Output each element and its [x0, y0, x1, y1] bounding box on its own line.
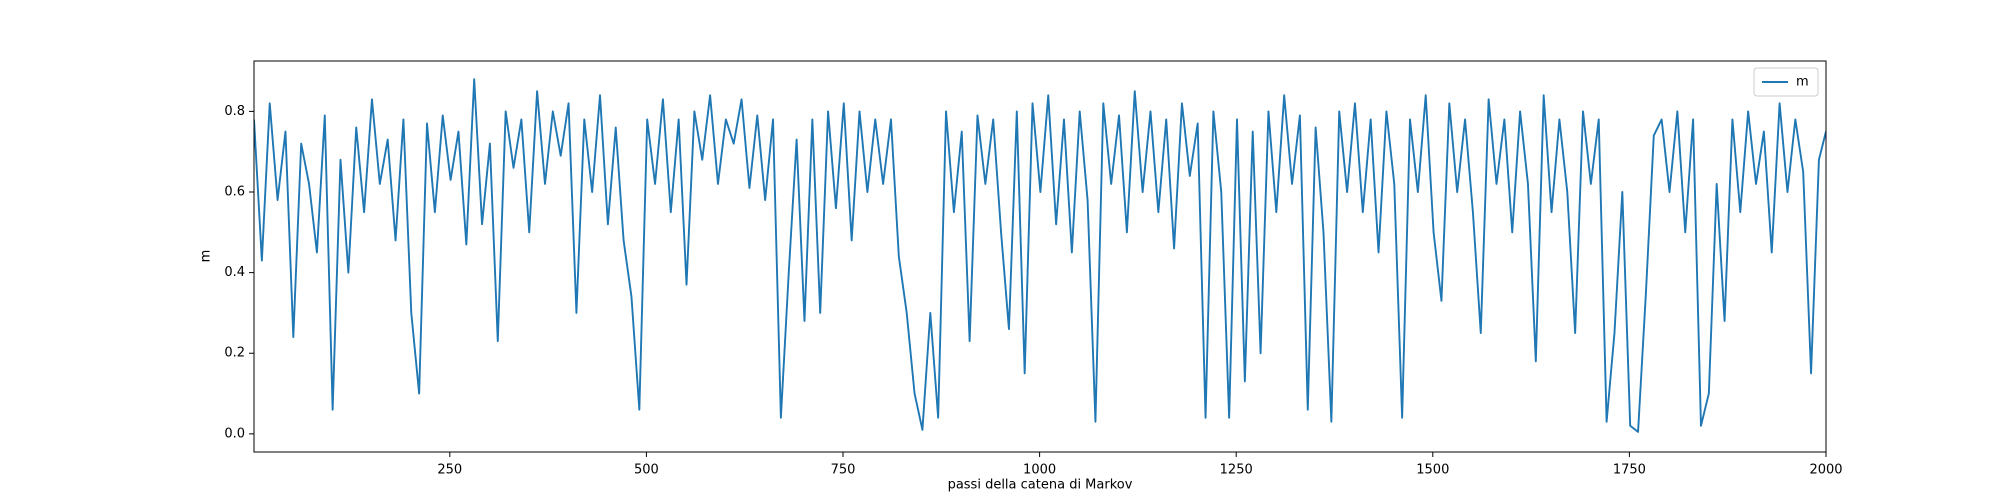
data-line — [254, 78, 1826, 433]
x-tick-label: 2000 — [1809, 463, 1842, 478]
y-tick-label: 0.6 — [224, 185, 245, 200]
x-tick-label: 500 — [634, 463, 659, 478]
x-tick-label: 250 — [437, 463, 462, 478]
y-tick-label: 0.0 — [224, 426, 245, 441]
y-tick-label: 0.4 — [224, 265, 245, 280]
y-tick-label: 0.2 — [224, 346, 245, 361]
x-tick-label: 1750 — [1613, 463, 1646, 478]
x-tick-label: 1000 — [1023, 463, 1056, 478]
plot-frame — [253, 60, 1827, 453]
x-tick-label: 750 — [831, 463, 856, 478]
x-tick-label: 1500 — [1416, 463, 1449, 478]
y-axis-label: m — [199, 250, 214, 263]
x-tick-label: 1250 — [1220, 463, 1253, 478]
y-tick-label: 0.8 — [224, 104, 245, 119]
x-axis-label: passi della catena di Markov — [948, 478, 1133, 493]
legend-label: m — [1796, 75, 1809, 90]
